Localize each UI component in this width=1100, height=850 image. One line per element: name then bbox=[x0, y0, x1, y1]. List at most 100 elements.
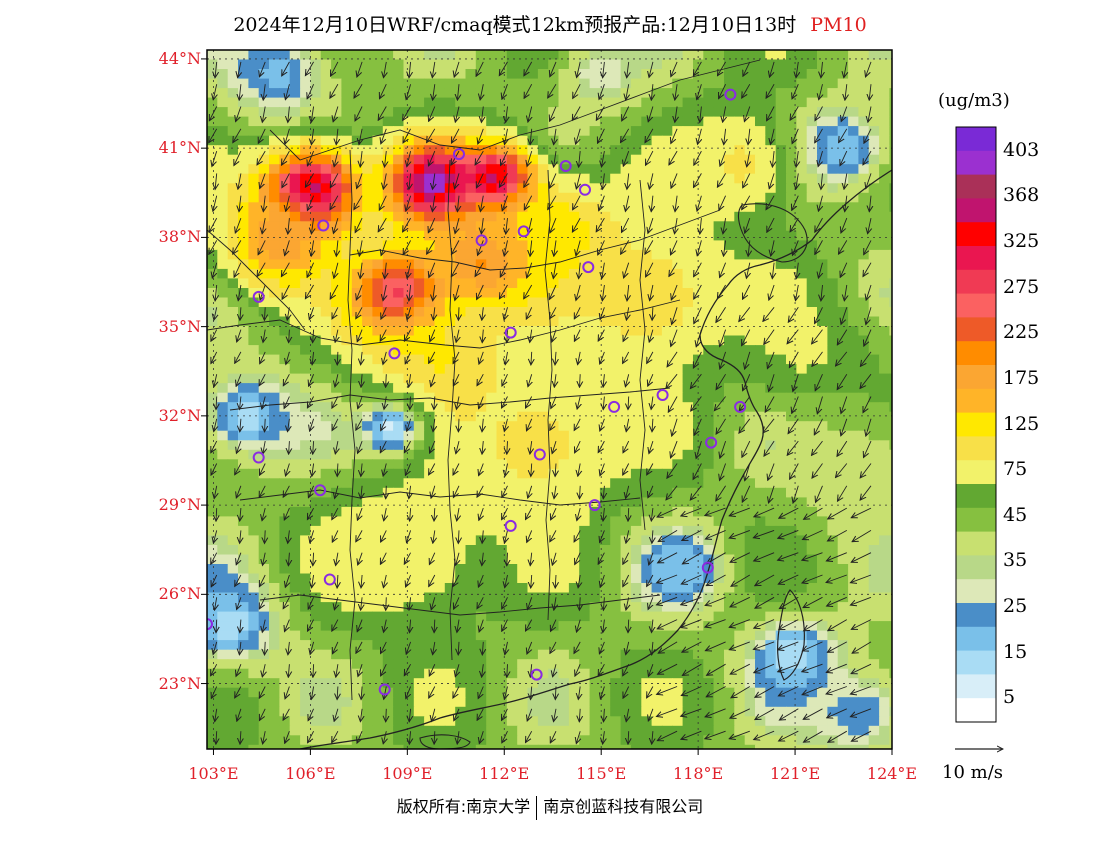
field-cell bbox=[258, 402, 270, 413]
field-cell bbox=[300, 78, 311, 89]
field-cell bbox=[331, 630, 342, 641]
field-cell bbox=[444, 706, 456, 717]
field-cell bbox=[827, 297, 839, 308]
field-cell bbox=[599, 421, 611, 432]
field-cell bbox=[724, 697, 735, 708]
field-cell bbox=[641, 725, 653, 736]
field-cell bbox=[848, 630, 859, 641]
field-cell bbox=[806, 516, 818, 527]
field-cell bbox=[434, 335, 446, 346]
field-cell bbox=[207, 564, 218, 575]
field-cell bbox=[755, 583, 766, 594]
field-cell bbox=[900, 79, 911, 89]
field-cell bbox=[372, 183, 384, 194]
field-cell bbox=[630, 430, 642, 441]
field-cell bbox=[806, 259, 818, 270]
field-cell bbox=[568, 516, 580, 527]
field-cell bbox=[506, 164, 518, 175]
field-cell bbox=[724, 421, 735, 432]
field-cell bbox=[848, 59, 859, 70]
field-cell bbox=[610, 649, 622, 660]
field-cell bbox=[889, 459, 892, 470]
field-cell bbox=[289, 316, 301, 327]
field-cell bbox=[300, 192, 311, 203]
field-cell bbox=[558, 545, 570, 556]
field-cell bbox=[848, 459, 859, 470]
field-cell bbox=[289, 430, 301, 441]
field-cell bbox=[641, 621, 653, 632]
field-cell bbox=[775, 373, 787, 384]
field-cell bbox=[465, 468, 477, 479]
field-cell bbox=[207, 173, 218, 184]
field-cell bbox=[868, 468, 880, 479]
field-cell bbox=[868, 573, 880, 584]
field-cell bbox=[248, 725, 260, 736]
field-cell bbox=[537, 402, 549, 413]
field-cell bbox=[320, 364, 332, 375]
field-cell bbox=[703, 107, 715, 118]
field-cell bbox=[589, 592, 601, 603]
field-cell bbox=[537, 487, 549, 498]
field-cell bbox=[858, 50, 870, 61]
field-cell bbox=[506, 411, 518, 422]
field-cell bbox=[568, 592, 580, 603]
field-cell bbox=[641, 326, 653, 337]
field-cell bbox=[362, 583, 373, 594]
field-cell bbox=[672, 288, 684, 299]
field-cell bbox=[661, 487, 673, 498]
field-cell bbox=[320, 326, 332, 337]
field-cell bbox=[465, 497, 477, 508]
field-cell bbox=[589, 725, 601, 736]
field-cell bbox=[527, 211, 539, 222]
field-cell bbox=[517, 107, 529, 118]
field-cell bbox=[434, 116, 446, 127]
field-cell bbox=[755, 50, 766, 61]
field-cell bbox=[341, 459, 353, 470]
field-cell bbox=[620, 516, 632, 527]
field-cell bbox=[693, 564, 704, 575]
field-cell bbox=[362, 50, 373, 61]
field-cell bbox=[341, 268, 353, 279]
field-cell bbox=[610, 316, 622, 327]
field-cell bbox=[589, 535, 601, 546]
field-cell bbox=[868, 592, 880, 603]
field-cell bbox=[517, 725, 529, 736]
field-cell bbox=[393, 440, 404, 451]
field-cell bbox=[496, 164, 508, 175]
field-cell bbox=[858, 164, 870, 175]
field-cell bbox=[775, 230, 787, 241]
field-cell bbox=[207, 107, 218, 118]
field-cell bbox=[403, 478, 415, 489]
field-cell bbox=[796, 545, 808, 556]
field-cell bbox=[879, 564, 890, 575]
field-cell bbox=[589, 430, 601, 441]
field-cell bbox=[817, 316, 828, 327]
field-cell bbox=[289, 402, 301, 413]
field-cell bbox=[796, 706, 808, 717]
field-cell bbox=[310, 107, 322, 118]
field-cell bbox=[775, 126, 787, 137]
field-cell bbox=[238, 640, 249, 651]
field-cell bbox=[269, 506, 280, 517]
field-cell bbox=[527, 640, 539, 651]
field-cell bbox=[641, 630, 653, 641]
field-cell bbox=[424, 516, 435, 527]
field-cell bbox=[827, 211, 839, 222]
field-cell bbox=[393, 288, 404, 299]
field-cell bbox=[620, 78, 632, 89]
field-cell bbox=[413, 421, 425, 432]
field-cell bbox=[786, 364, 797, 375]
field-cell bbox=[279, 573, 291, 584]
field-cell bbox=[289, 173, 301, 184]
field-cell bbox=[434, 354, 446, 365]
field-cell bbox=[393, 525, 404, 536]
field-cell bbox=[848, 640, 859, 651]
field-cell bbox=[682, 211, 694, 222]
field-cell bbox=[351, 192, 363, 203]
field-cell bbox=[548, 316, 560, 327]
field-cell bbox=[434, 202, 446, 213]
field-cell bbox=[713, 611, 725, 622]
field-cell bbox=[403, 564, 415, 575]
field-cell bbox=[713, 97, 725, 108]
field-cell bbox=[248, 249, 260, 260]
